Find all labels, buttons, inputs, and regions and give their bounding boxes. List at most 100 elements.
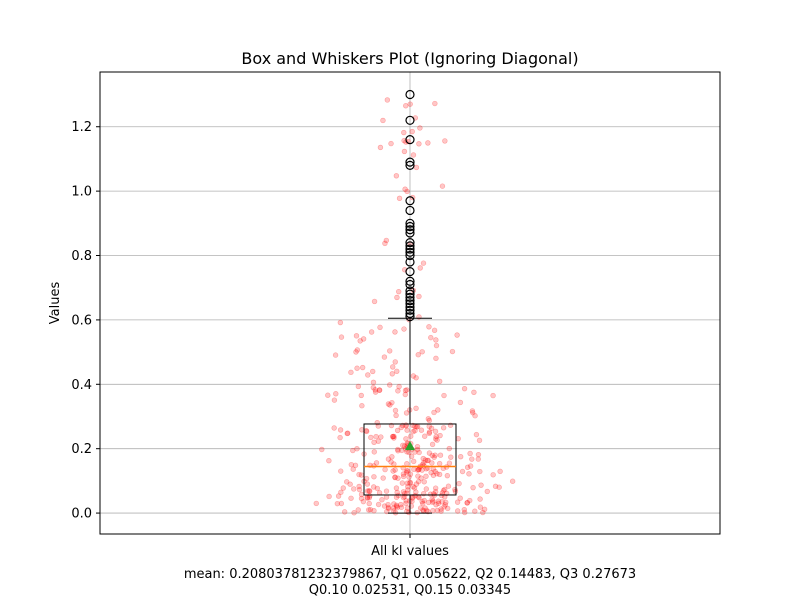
jitter-point [398, 501, 404, 508]
jitter-point [348, 495, 354, 501]
jitter-point [401, 129, 407, 136]
jitter-point [432, 468, 438, 475]
jitter-point [404, 461, 410, 467]
outlier-marker [405, 225, 415, 235]
jitter-point [418, 475, 424, 481]
jitter-point [384, 97, 391, 103]
jitter-point [411, 458, 417, 465]
jitter-point [371, 439, 377, 446]
jitter-point [412, 449, 418, 455]
jitter-point [332, 352, 339, 358]
jitter-point [437, 452, 444, 458]
jitter-point [459, 468, 466, 475]
jitter-point [392, 329, 398, 335]
jitter-point [400, 442, 406, 449]
jitter-point [416, 141, 422, 147]
jitter-point [454, 508, 461, 514]
jitter-point [383, 488, 390, 494]
jitter-point [392, 467, 398, 473]
jitter-point [404, 427, 410, 433]
jitter-point [319, 446, 325, 453]
jitter-point [331, 425, 337, 431]
jitter-point [405, 468, 411, 474]
jitter-point [391, 433, 397, 440]
jitter-point [454, 332, 460, 338]
jitter-point [352, 462, 359, 469]
jitter-point [371, 484, 377, 490]
jitter-point [426, 324, 432, 330]
jitter-point [414, 446, 421, 453]
outlier-marker [405, 299, 415, 309]
jitter-point [446, 445, 452, 452]
jitter-point [464, 500, 470, 506]
jitter-point [419, 349, 425, 355]
jitter-point [431, 409, 437, 416]
jitter-point [401, 443, 408, 449]
jitter-point [403, 469, 410, 476]
jitter-point [402, 387, 409, 394]
jitter-point [385, 504, 392, 511]
jitter-point [436, 471, 443, 478]
jitter-point [467, 450, 473, 457]
jitter-point [420, 260, 427, 266]
jitter-point [392, 359, 398, 365]
jitter-point [435, 407, 441, 413]
jitter-point [408, 433, 414, 439]
y-tick-label: 1.0 [71, 185, 92, 200]
jitter-point [475, 451, 482, 458]
jitter-point [432, 485, 439, 491]
y-tick-label: 0.0 [71, 507, 92, 522]
jitter-point [422, 457, 429, 463]
jitter-point [387, 402, 393, 408]
jitter-point [399, 480, 406, 486]
jitter-point [354, 446, 360, 452]
jitter-point [351, 486, 357, 492]
outlier-marker [405, 160, 415, 170]
jitter-point [417, 125, 423, 131]
jitter-point [373, 460, 380, 466]
jitter-point [439, 499, 445, 505]
jitter-point [490, 392, 496, 399]
jitter-point [457, 495, 463, 501]
jitter-point [384, 508, 390, 515]
jitter-point [382, 466, 388, 473]
jitter-point [431, 327, 438, 333]
jitter-point [390, 364, 396, 370]
jitter-point [381, 354, 388, 360]
jitter-point [417, 505, 424, 511]
jitter-point [380, 117, 386, 124]
jitter-point [420, 455, 426, 462]
outlier-marker [405, 115, 415, 125]
jitter-point [395, 446, 401, 453]
jitter-point [428, 334, 434, 341]
jitter-point [393, 494, 400, 500]
jitter-point [415, 494, 422, 500]
jitter-point [473, 431, 480, 438]
jitter-point [366, 500, 372, 507]
jitter-point [371, 298, 378, 305]
jitter-point [469, 456, 475, 462]
jitter-point [405, 483, 411, 490]
jitter-point [416, 449, 422, 456]
jitter-point [428, 425, 435, 432]
jitter-point [440, 487, 447, 494]
jitter-point [421, 497, 427, 504]
jitter-point [356, 471, 362, 478]
jitter-point [476, 437, 483, 444]
jitter-point [393, 412, 399, 419]
jitter-point [360, 336, 367, 342]
outlier-marker [405, 267, 415, 277]
jitter-point [348, 461, 355, 468]
jitter-point [406, 449, 412, 456]
jitter-point [426, 423, 432, 430]
jitter-point [418, 427, 425, 433]
jitter-point [496, 484, 502, 490]
jitter-point [368, 329, 375, 335]
jitter-point [407, 471, 414, 477]
jitter-point [421, 479, 427, 485]
jitter-point [382, 240, 388, 247]
jitter-point [423, 473, 429, 480]
jitter-point [341, 509, 348, 515]
jitter-point [403, 498, 409, 504]
jitter-point [371, 474, 377, 480]
